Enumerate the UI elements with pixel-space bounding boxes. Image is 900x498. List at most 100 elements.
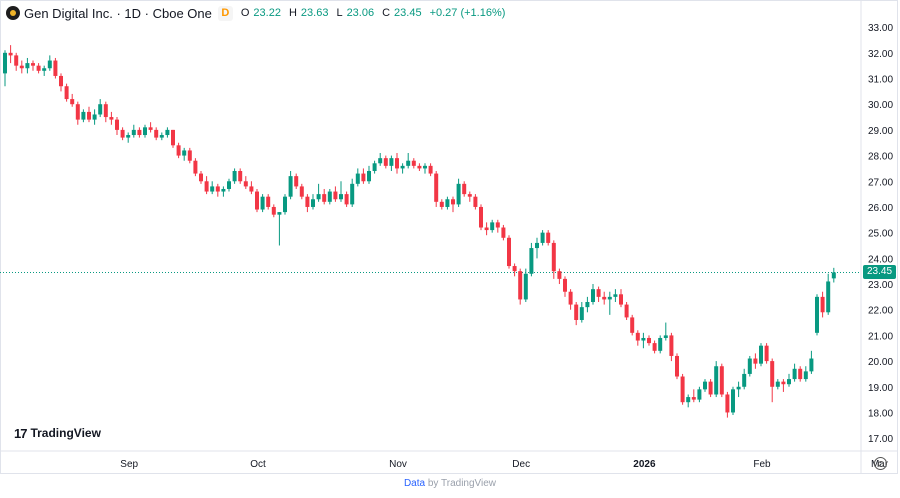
candle-body [574,304,579,320]
candle-body [271,206,276,215]
candle-body [14,55,19,66]
candle-body [75,104,80,120]
candle-body [400,165,405,169]
candle-body [64,86,69,100]
gear-icon[interactable] [874,457,887,470]
candlestick-chart[interactable]: 17.00 18.00 19.00 20.00 21.00 22.00 23.00 24.00… [0,0,900,474]
candle-body [591,289,595,303]
candle-body [25,63,30,69]
candle-body [199,173,203,182]
candle-body [171,129,175,146]
candle-body [630,317,635,333]
y-tick-label: 24.00 [868,254,893,265]
candle-body [148,127,153,130]
candle-body [137,129,142,136]
candle-body [238,170,243,182]
candle-body [792,368,797,380]
y-tick-label: 31.00 [868,75,893,86]
candle-body [31,63,35,66]
x-tick-label: Oct [250,459,266,470]
tradingview-logo[interactable]: 17 TradingView [8,421,107,445]
candle-body [126,135,131,138]
candle-body [652,343,657,351]
candle-body [529,248,534,274]
candle-body [512,266,517,272]
candle-body [439,201,444,207]
candle-body [658,337,663,351]
candle-body [434,173,439,202]
candle-body [288,176,293,197]
y-tick-label: 32.00 [868,49,893,60]
candle-body [669,335,674,356]
candle-body [215,186,220,192]
ohlc-low-value: 23.06 [346,7,375,19]
candle-body [714,366,719,395]
candle-body [731,389,735,413]
candle-body [523,273,528,300]
candle-body [182,150,187,156]
candle-body [316,194,321,200]
y-tick-label: 20.00 [868,357,893,368]
candle-body [820,296,825,313]
candle-body [260,196,265,210]
candle-body [495,222,500,228]
candle-body [249,186,254,192]
candle-body [518,271,523,300]
candle-body [635,332,640,341]
candle-body [344,194,349,205]
candle-body [227,181,231,189]
candle-body [3,52,7,74]
chart-legend: Gen Digital Inc. · 1D · Cboe One D O 23.2… [6,5,509,21]
y-tick-label: 30.00 [868,100,893,111]
ohlc-change-value: +0.27 (+1.16%) [429,7,506,19]
candle-body [647,337,651,344]
ohlc-close-value: 23.45 [394,7,422,19]
y-tick-label: 18.00 [868,408,893,419]
candle-body [568,291,573,305]
footer: Data by TradingView [0,478,900,489]
candle-body [663,335,668,338]
candle-body [742,373,747,387]
candle-body [708,381,713,395]
candle-body [411,160,416,166]
candle-body [624,304,629,318]
candle-body [154,129,159,138]
candle-body [159,135,164,138]
candle-body [467,194,472,197]
candle-body [19,65,24,69]
y-tick-label: 26.00 [868,203,893,214]
last-price-label: 23.45 [863,265,896,279]
ohlc-open-value: 23.22 [253,7,281,19]
candle-body [187,150,192,161]
ohlc-close-key: C [382,7,391,19]
x-tick-label: Sep [120,459,138,470]
candle-body [333,191,338,200]
candle-body [255,191,259,210]
candle-body [372,163,377,171]
y-tick-label: 22.00 [868,306,893,317]
candle-body [42,68,47,71]
y-tick-label: 19.00 [868,383,893,394]
symbol-title[interactable]: Gen Digital Inc. · 1D · Cboe One [24,5,212,21]
candle-body [243,181,248,187]
x-tick-label: Dec [512,459,530,470]
candle-body [781,381,786,385]
interval-badge[interactable]: D [217,5,233,21]
candle-body [445,199,450,207]
candle-body [826,281,831,313]
candle-body [395,158,399,169]
candle-body [725,394,730,413]
candle-body [221,188,226,192]
candle-body [619,294,623,305]
candle-body [266,196,271,207]
candle-body [490,222,495,231]
candle-body [115,119,119,130]
candle-body [406,160,411,166]
candle-body [81,111,86,120]
y-tick-label: 21.00 [868,331,893,342]
candle-body [8,52,13,56]
data-link[interactable]: Data [403,478,426,489]
candle-body [585,302,590,308]
ohlc-open-key: O [240,7,250,19]
candle-body [803,371,808,380]
